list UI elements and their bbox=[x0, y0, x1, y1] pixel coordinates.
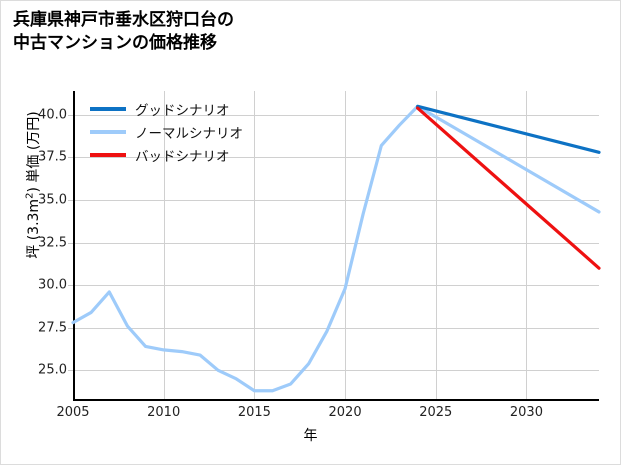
x-tick-label: 2030 bbox=[509, 405, 543, 420]
x-tick-label: 2015 bbox=[237, 405, 271, 420]
gridline-vertical bbox=[526, 91, 528, 401]
legend-color-swatch bbox=[90, 106, 126, 111]
gridline-vertical bbox=[163, 91, 165, 401]
y-tick-mark bbox=[68, 370, 73, 372]
y-tick-mark bbox=[68, 200, 73, 201]
x-tick-label: 2005 bbox=[56, 405, 90, 420]
chart-legend: グッドシナリオ ノーマルシナリオ バッドシナリオ bbox=[90, 97, 310, 166]
gridline-vertical bbox=[345, 91, 347, 401]
y-tick-mark bbox=[68, 114, 73, 116]
x-tick-label: 2025 bbox=[419, 405, 453, 420]
gridline-horizontal bbox=[73, 242, 599, 244]
series-line bbox=[416, 104, 601, 154]
gridline-vertical bbox=[435, 91, 437, 401]
legend-color-swatch bbox=[90, 152, 126, 157]
legend-label: バッドシナリオ bbox=[135, 148, 230, 165]
chart-title: 兵庫県神戸市垂水区狩口台の 中古マンションの価格推移 bbox=[13, 10, 234, 53]
y-tick-label: 40.0 bbox=[38, 107, 67, 123]
y-tick-label: 32.5 bbox=[38, 235, 67, 251]
y-tick-mark bbox=[68, 157, 73, 159]
gridline-horizontal bbox=[73, 200, 599, 201]
plot-area bbox=[71, 91, 601, 401]
y-axis-line bbox=[73, 91, 75, 401]
y-tick-label: 35.0 bbox=[38, 192, 67, 208]
gridline-horizontal bbox=[73, 285, 599, 287]
gridline-vertical bbox=[254, 91, 256, 401]
x-tick-label: 2020 bbox=[328, 405, 362, 420]
gridline-horizontal bbox=[73, 327, 599, 329]
legend-label: グッドシナリオ bbox=[135, 102, 230, 119]
y-tick-mark bbox=[68, 285, 73, 287]
x-tick-label: 2010 bbox=[147, 405, 181, 420]
series-line bbox=[416, 106, 601, 270]
legend-color-swatch bbox=[90, 129, 126, 134]
y-tick-mark bbox=[68, 327, 73, 329]
x-axis-label: 年 bbox=[303, 428, 318, 444]
y-tick-mark bbox=[68, 242, 73, 244]
y-tick-label: 30.0 bbox=[38, 277, 67, 293]
legend-item[interactable]: グッドシナリオ bbox=[90, 97, 310, 120]
series-line bbox=[71, 104, 601, 393]
legend-item[interactable]: ノーマルシナリオ bbox=[90, 120, 310, 143]
y-axis-tick-labels: 25.0 27.5 30.0 32.5 35.0 37.5 40.0 bbox=[21, 91, 73, 401]
y-axis-label: 坪 (3.3m2) 単価 (万円) bbox=[24, 111, 42, 259]
y-tick-label: 25.0 bbox=[38, 362, 67, 378]
y-tick-label: 27.5 bbox=[38, 320, 67, 336]
x-axis-line bbox=[73, 399, 599, 401]
y-tick-label: 37.5 bbox=[38, 149, 67, 165]
gridline-horizontal bbox=[73, 157, 599, 159]
data-series-layer bbox=[71, 104, 601, 393]
legend-label: ノーマルシナリオ bbox=[135, 125, 243, 142]
gridline-horizontal bbox=[73, 370, 599, 372]
gridline-horizontal bbox=[73, 114, 599, 116]
legend-item[interactable]: バッドシナリオ bbox=[90, 143, 310, 166]
